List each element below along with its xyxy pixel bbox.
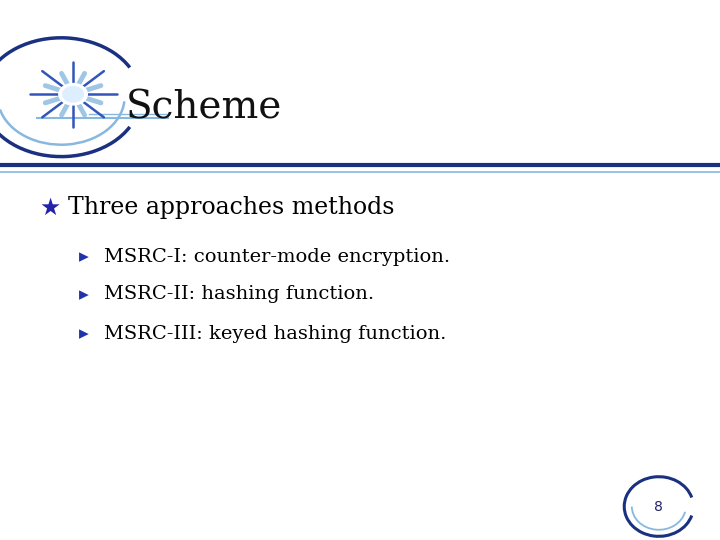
Text: MSRC-III: keyed hashing function.: MSRC-III: keyed hashing function. (104, 325, 447, 343)
Text: Three approaches methods: Three approaches methods (68, 197, 395, 219)
Text: Scheme: Scheme (126, 90, 282, 126)
Text: ▸: ▸ (79, 285, 89, 304)
Text: 8: 8 (654, 500, 663, 514)
Text: MSRC-II: hashing function.: MSRC-II: hashing function. (104, 285, 374, 303)
Text: ★: ★ (40, 196, 60, 220)
Text: ▸: ▸ (79, 324, 89, 343)
Text: MSRC-I: counter-mode encryption.: MSRC-I: counter-mode encryption. (104, 247, 451, 266)
Circle shape (59, 84, 87, 105)
Circle shape (63, 86, 84, 102)
Text: ▸: ▸ (79, 247, 89, 266)
